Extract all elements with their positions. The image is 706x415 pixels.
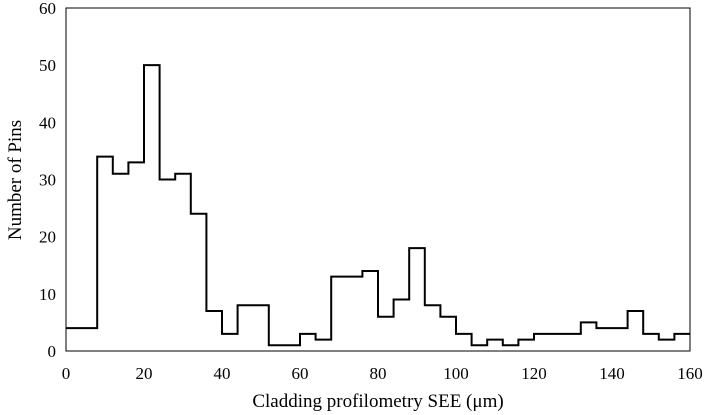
x-tick-label: 140 — [599, 364, 625, 383]
x-tick-label: 80 — [370, 364, 387, 383]
y-tick-label: 60 — [39, 0, 56, 18]
x-tick-label: 0 — [62, 364, 71, 383]
x-tick-label: 60 — [292, 364, 309, 383]
y-tick-labels: 0 10 20 30 40 50 60 — [39, 0, 56, 361]
x-tick-label: 160 — [677, 364, 703, 383]
x-tick-labels: 0 20 40 60 80 100 120 140 160 — [62, 364, 703, 383]
x-tick-label: 120 — [521, 364, 547, 383]
y-tick-label: 0 — [48, 342, 57, 361]
x-tick-label: 100 — [443, 364, 469, 383]
plot-frame — [65, 7, 691, 352]
y-tick-label: 50 — [39, 56, 56, 75]
histogram-step-line — [66, 64, 690, 347]
x-tick-label: 40 — [214, 364, 231, 383]
y-tick-label: 40 — [39, 113, 56, 132]
y-tick-label: 30 — [39, 171, 56, 190]
x-axis-label: Cladding profilometry SEE (μm) — [252, 391, 503, 412]
y-tick-label: 20 — [39, 228, 56, 247]
x-tick-label: 20 — [136, 364, 153, 383]
y-tick-label: 10 — [39, 285, 56, 304]
y-axis-label: Number of Pins — [5, 120, 26, 240]
